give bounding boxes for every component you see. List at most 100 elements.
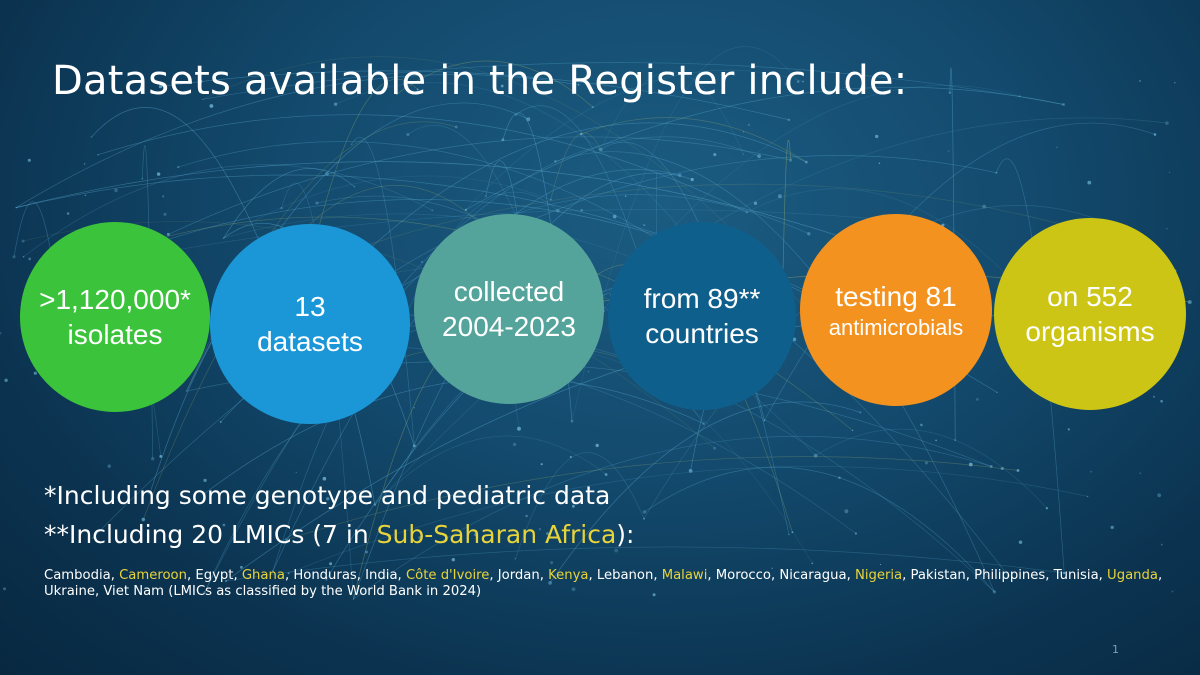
network-node [688, 469, 693, 473]
network-node [713, 153, 717, 157]
network-node [27, 158, 31, 162]
country-item: India [365, 568, 398, 583]
network-arc [396, 60, 594, 108]
country-separator: , [770, 568, 780, 583]
stat-value: >1,120,000* [39, 284, 191, 315]
network-node [920, 423, 923, 427]
network-node [851, 429, 854, 432]
network-node [352, 598, 355, 600]
country-separator: , [489, 568, 498, 583]
network-node [1174, 81, 1176, 84]
network-node [515, 114, 517, 116]
network-node [624, 195, 627, 197]
stat-label: countries [645, 318, 759, 349]
country-separator: , [284, 568, 294, 583]
country-separator: , [397, 568, 406, 583]
stat-value: on 552 [1047, 281, 1133, 312]
network-node [996, 391, 998, 394]
network-node [3, 587, 6, 591]
stat-circle-collected: collected 2004-2023 [414, 214, 604, 404]
network-node [222, 523, 226, 527]
country-item: Ukraine [44, 584, 95, 599]
network-node [484, 194, 488, 198]
network-node [577, 84, 580, 86]
network-node [431, 209, 434, 212]
country-item: Côte d'Ivoire [405, 568, 490, 583]
network-node [1045, 507, 1049, 510]
footnote-lmics-prefix: **Including 20 LMICs (7 in [44, 520, 377, 549]
network-arc [142, 185, 478, 520]
network-node [540, 463, 543, 466]
network-node [554, 160, 557, 163]
network-node [784, 83, 786, 85]
network-node [1110, 525, 1114, 530]
network-node [198, 79, 203, 84]
country-separator: , [846, 568, 855, 583]
network-node [614, 548, 619, 553]
network-node [49, 487, 54, 492]
network-node [416, 88, 419, 91]
network-node [1056, 146, 1058, 148]
network-node [570, 419, 574, 423]
country-item: Nigeria [854, 568, 903, 583]
network-node [454, 125, 458, 129]
network-node [354, 186, 356, 188]
country-list: Cambodia, Cameroon, Egypt, Ghana, Hondur… [44, 568, 1164, 600]
network-arc [465, 69, 804, 211]
network-node [788, 533, 790, 536]
network-node [742, 153, 745, 155]
network-arc [204, 136, 760, 593]
network-arc [374, 435, 607, 506]
network-node [280, 206, 283, 210]
country-separator: , [233, 568, 242, 583]
network-arc [549, 401, 861, 584]
network-node [84, 194, 87, 197]
network-node [500, 84, 504, 88]
network-node [571, 587, 576, 592]
network-node [569, 456, 572, 458]
network-node [1166, 227, 1168, 230]
network-node [591, 106, 594, 109]
network-node [225, 580, 227, 582]
country-item: Cameroon [119, 568, 187, 583]
network-node [421, 261, 423, 263]
network-node [875, 134, 879, 139]
network-node [678, 173, 682, 177]
network-node [796, 80, 800, 83]
network-node [406, 132, 410, 137]
network-node [501, 138, 505, 142]
network-arc [465, 86, 1064, 211]
network-arc [815, 428, 1048, 509]
network-node [753, 201, 758, 205]
network-arc [91, 107, 269, 263]
network-node [838, 476, 841, 479]
network-node [83, 163, 86, 165]
country-item: Uganda [1107, 568, 1158, 583]
network-arc [97, 114, 748, 213]
country-separator: , [902, 568, 911, 583]
network-node [396, 93, 398, 95]
network-node [325, 497, 330, 501]
network-node [295, 471, 298, 474]
network-node [201, 98, 204, 101]
network-node [525, 514, 528, 518]
network-node [587, 370, 590, 373]
network-node [4, 378, 8, 382]
network-node [33, 371, 37, 375]
network-node [517, 426, 521, 431]
network-node [580, 209, 583, 212]
country-separator: , [356, 568, 366, 583]
network-arc [223, 175, 551, 239]
network-arc [555, 151, 995, 593]
country-item: Cambodia [44, 568, 111, 583]
country-item: Kenya [548, 568, 589, 583]
network-node [924, 461, 928, 465]
network-node [163, 212, 167, 216]
stat-circle-organisms: on 552 organisms [994, 218, 1186, 410]
network-node [325, 578, 328, 581]
network-node [161, 195, 165, 198]
country-separator: , [653, 568, 662, 583]
network-node [1016, 469, 1020, 472]
network-node [1067, 428, 1070, 431]
network-node [315, 201, 319, 205]
